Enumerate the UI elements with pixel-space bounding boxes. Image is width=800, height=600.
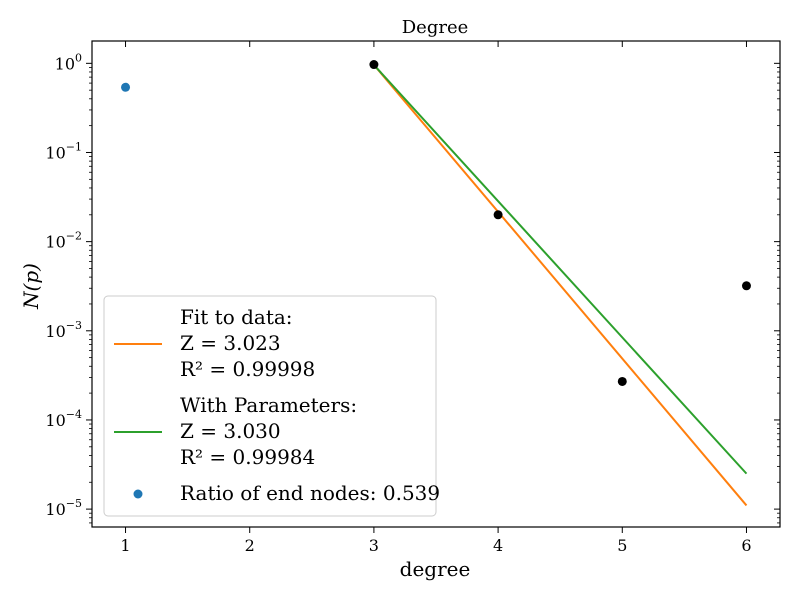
- chart-title: Degree: [402, 17, 469, 38]
- y-tick-label: 10−3: [45, 319, 82, 341]
- fit-line-3: [373, 64, 748, 475]
- legend-entry-text: Z = 3.030: [180, 419, 281, 443]
- data-point-1-3: [741, 281, 751, 291]
- data-point-1-2: [617, 376, 627, 386]
- legend-entry-text: Z = 3.023: [180, 331, 281, 355]
- x-tick-label: 4: [493, 536, 503, 555]
- axis-ticks: 1 2 3 4 5 6 10−5 10−4 10−3 10−2 10−1 100: [45, 41, 780, 555]
- x-axis-label: degree: [400, 557, 471, 581]
- data-point-1-1: [493, 210, 503, 220]
- legend-entry-text: With Parameters:: [180, 393, 357, 417]
- y-tick-label: 10−1: [45, 140, 82, 162]
- x-tick-label: 6: [741, 536, 751, 555]
- y-tick-label: 100: [55, 51, 82, 73]
- x-tick-label: 5: [617, 536, 627, 555]
- data-point-1-0: [369, 60, 379, 70]
- y-tick-label: 10−2: [45, 230, 82, 252]
- y-tick-label: 10−5: [45, 497, 82, 519]
- data-point-0-0: [121, 82, 131, 92]
- fit-line-2: [373, 64, 748, 507]
- legend-box: [103, 295, 437, 517]
- legend-entry-text: Fit to data:: [180, 305, 293, 329]
- y-axis-label: N(p): [19, 263, 43, 310]
- y-tick-label: 10−4: [45, 408, 82, 430]
- legend-entry-text: Ratio of end nodes: 0.539: [180, 481, 440, 505]
- legend-swatch-marker: [133, 489, 143, 499]
- x-tick-label: 3: [369, 536, 379, 555]
- plot-area: [121, 60, 751, 507]
- plot-frame: [91, 40, 781, 528]
- legend-entry-text: R² = 0.99984: [180, 445, 315, 469]
- x-tick-label: 1: [120, 536, 130, 555]
- x-tick-label: 2: [245, 536, 255, 555]
- legend-entry-text: R² = 0.99998: [180, 357, 315, 381]
